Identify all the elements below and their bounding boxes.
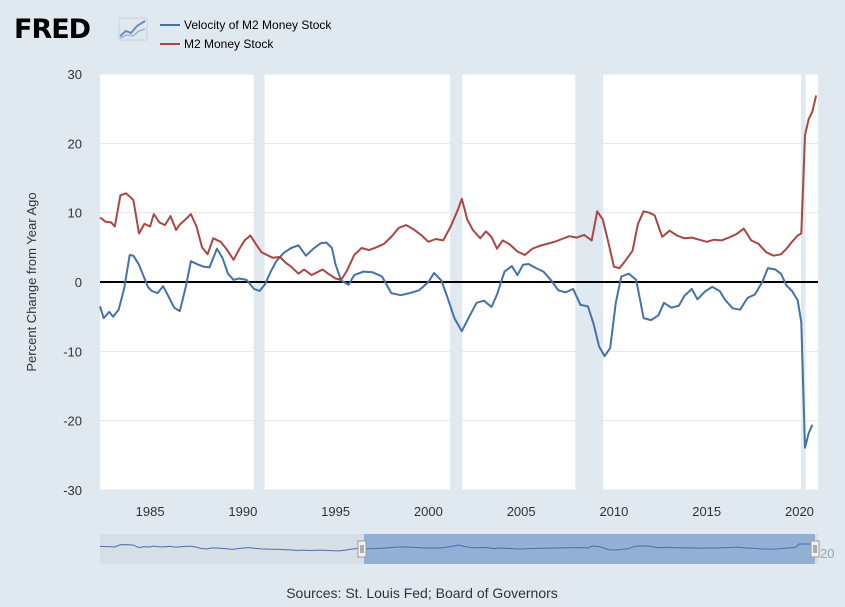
series-lines [99, 95, 818, 449]
legend-item-m2[interactable]: M2 Money Stock [160, 37, 274, 51]
series-line-velocity [99, 241, 814, 449]
legend: Velocity of M2 Money Stock M2 Money Stoc… [160, 18, 332, 51]
fred-logo-text: FRED [14, 14, 90, 45]
x-tick-label: 2005 [507, 504, 536, 519]
y-tick-label: -20 [63, 414, 82, 429]
legend-label-velocity: Velocity of M2 Money Stock [184, 18, 332, 32]
x-tick-label: 2020 [785, 504, 814, 519]
y-axis-title: Percent Change from Year Ago [24, 192, 39, 371]
navigator-right-handle[interactable] [810, 540, 820, 558]
navigator[interactable]: 20 [99, 534, 834, 564]
fred-logo[interactable]: FRED [14, 14, 148, 45]
y-tick-label: 20 [68, 136, 82, 151]
navigator-right-label: 20 [820, 546, 834, 561]
x-axis-tick-labels: 1985 1990 1995 2000 2005 2010 2015 2020 [136, 504, 814, 519]
navigator-left-handle[interactable] [357, 540, 367, 558]
x-tick-label: 2000 [414, 504, 443, 519]
series-line-m2 [99, 95, 818, 281]
x-tick-label: 2010 [599, 504, 628, 519]
x-tick-label: 1985 [136, 504, 165, 519]
legend-item-velocity[interactable]: Velocity of M2 Money Stock [160, 18, 332, 32]
y-tick-label: 0 [75, 275, 82, 290]
x-tick-label: 2015 [692, 504, 721, 519]
x-tick-label: 1990 [228, 504, 257, 519]
y-axis-tick-labels: -30 -20 -10 0 10 20 30 [63, 67, 82, 498]
y-tick-label: 30 [68, 67, 82, 82]
x-tick-label: 1995 [321, 504, 350, 519]
navigator-series-outline [99, 543, 811, 552]
source-note: Sources: St. Louis Fed; Board of Governo… [286, 585, 558, 601]
navigator-selected-range[interactable] [364, 534, 815, 564]
legend-label-m2: M2 Money Stock [184, 37, 274, 51]
y-tick-label: -10 [63, 344, 82, 359]
fred-logo-chart-icon [118, 17, 148, 41]
y-tick-label: 10 [68, 206, 82, 221]
y-tick-label: -30 [63, 483, 82, 498]
